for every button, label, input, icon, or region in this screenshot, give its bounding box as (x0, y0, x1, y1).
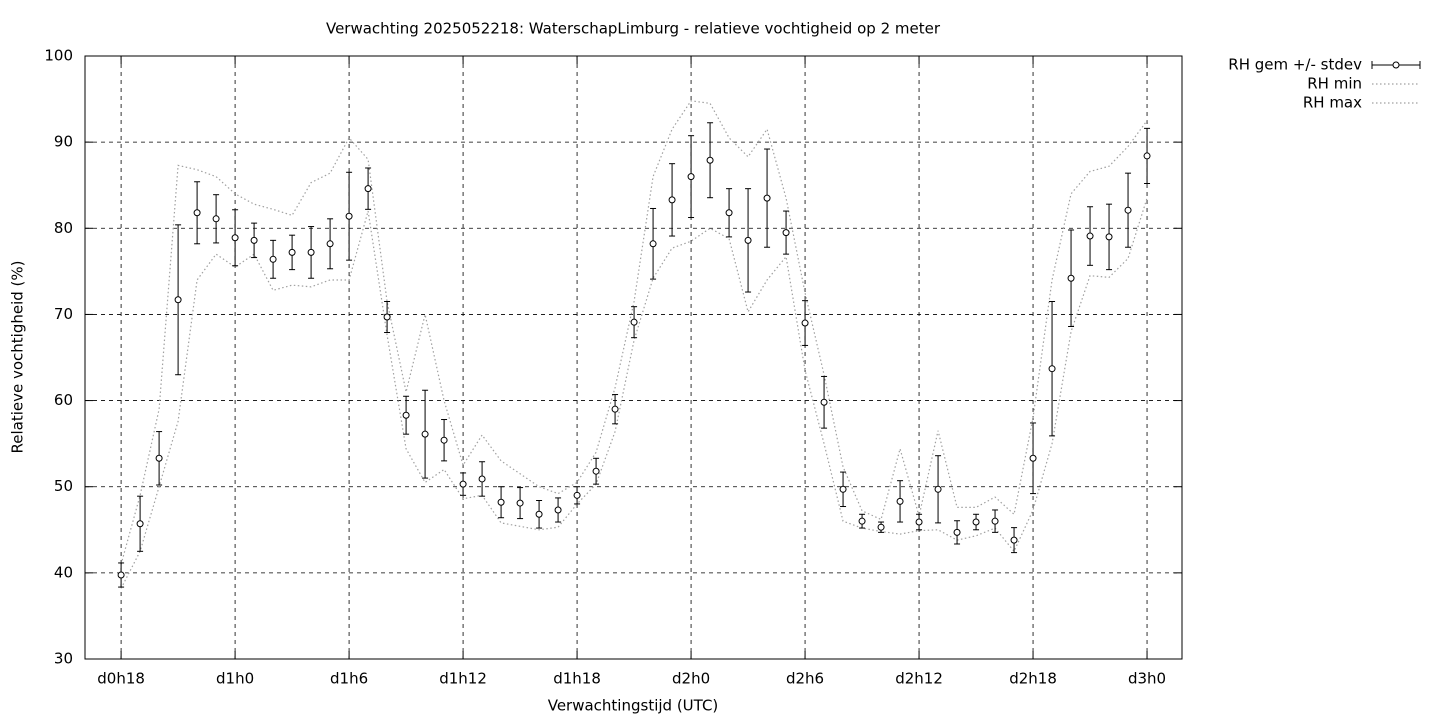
chart-title: Verwachting 2025052218: WaterschapLimbur… (326, 20, 941, 38)
legend-label: RH gem +/- stdev (1228, 56, 1362, 74)
x-tick-label: d2h12 (895, 670, 943, 688)
mean-marker (402, 411, 410, 419)
y-axis-label: Relatieve vochtigheid (%) (9, 260, 27, 453)
mean-marker (478, 475, 486, 483)
legend-swatch (1392, 61, 1400, 69)
mean-marker (307, 248, 315, 256)
x-tick-label: d2h6 (786, 670, 824, 688)
mean-marker (459, 480, 467, 488)
mean-marker (782, 229, 790, 237)
x-tick-label: d2h18 (1009, 670, 1057, 688)
mean-marker (1124, 206, 1132, 214)
mean-marker (1029, 454, 1037, 462)
mean-marker (212, 215, 220, 223)
y-tick-label: 80 (54, 219, 73, 237)
mean-marker (383, 313, 391, 321)
x-tick-label: d1h18 (553, 670, 601, 688)
mean-marker (744, 236, 752, 244)
mean-marker (630, 318, 638, 326)
mean-marker (839, 485, 847, 493)
x-tick-label: d3h0 (1128, 670, 1166, 688)
mean-marker (877, 523, 885, 531)
y-tick-label: 90 (54, 133, 73, 151)
mean-marker (706, 156, 714, 164)
mean-marker (155, 454, 163, 462)
mean-marker (972, 518, 980, 526)
mean-marker (554, 506, 562, 514)
mean-marker (117, 571, 125, 579)
legend-label: RH max (1303, 94, 1362, 112)
mean-marker (1105, 233, 1113, 241)
mean-marker (725, 209, 733, 217)
y-tick-label: 60 (54, 391, 73, 409)
mean-marker (687, 173, 695, 181)
mean-marker (193, 209, 201, 217)
mean-marker (858, 517, 866, 525)
mean-marker (934, 485, 942, 493)
mean-marker (801, 319, 809, 327)
mean-marker (1143, 152, 1151, 160)
mean-marker (763, 194, 771, 202)
mean-marker (269, 255, 277, 263)
mean-marker (1067, 274, 1075, 282)
x-tick-label: d2h0 (672, 670, 710, 688)
x-tick-label: d1h0 (216, 670, 254, 688)
x-axis-label: Verwachtingstijd (UTC) (548, 697, 719, 715)
mean-marker (231, 234, 239, 242)
y-tick-label: 50 (54, 477, 73, 495)
mean-marker (896, 497, 904, 505)
mean-marker (668, 196, 676, 204)
mean-marker (516, 499, 524, 507)
mean-marker (440, 436, 448, 444)
y-tick-label: 100 (44, 47, 73, 65)
mean-marker (915, 518, 923, 526)
mean-marker (364, 185, 372, 193)
x-tick-label: d1h12 (439, 670, 487, 688)
plot-frame (84, 55, 1183, 660)
range-line (120, 100, 1148, 565)
mean-marker (991, 517, 999, 525)
y-tick-label: 40 (54, 563, 73, 581)
mean-marker (497, 498, 505, 506)
mean-marker (1048, 365, 1056, 373)
mean-marker (535, 510, 543, 518)
y-tick-label: 70 (54, 305, 73, 323)
legend-label: RH min (1307, 75, 1362, 93)
x-tick-label: d0h18 (97, 670, 145, 688)
mean-marker (326, 240, 334, 248)
mean-marker (820, 398, 828, 406)
mean-marker (1086, 232, 1094, 240)
x-tick-label: d1h6 (330, 670, 368, 688)
mean-marker (174, 296, 182, 304)
mean-marker (250, 236, 258, 244)
mean-marker (611, 405, 619, 413)
mean-marker (1010, 536, 1018, 544)
y-tick-label: 30 (54, 650, 73, 668)
mean-marker (649, 240, 657, 248)
mean-marker (345, 212, 353, 220)
mean-marker (953, 528, 961, 536)
mean-marker (421, 430, 429, 438)
mean-marker (573, 491, 581, 499)
mean-marker (592, 467, 600, 475)
mean-marker (136, 520, 144, 528)
mean-marker (288, 248, 296, 256)
